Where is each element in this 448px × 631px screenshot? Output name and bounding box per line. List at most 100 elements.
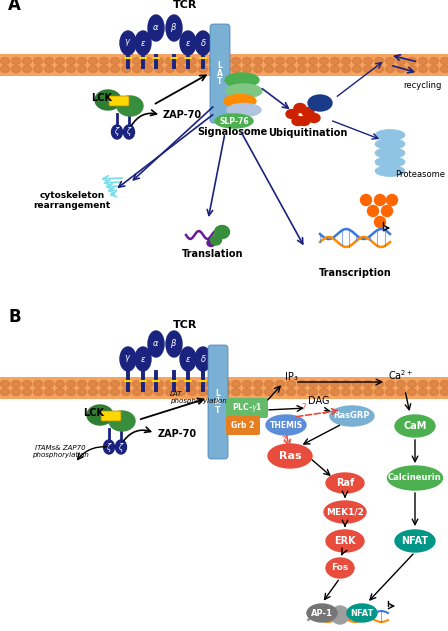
FancyBboxPatch shape [0,377,448,399]
Ellipse shape [0,57,9,64]
Ellipse shape [99,66,108,73]
Ellipse shape [177,389,185,396]
Text: $\beta$: $\beta$ [170,21,177,35]
Ellipse shape [264,66,273,73]
Ellipse shape [165,57,175,64]
Text: NFAT: NFAT [401,536,429,546]
Ellipse shape [224,95,256,107]
Ellipse shape [143,380,152,387]
Ellipse shape [195,31,211,55]
FancyBboxPatch shape [226,398,268,418]
Text: recycling: recycling [403,81,441,90]
Ellipse shape [109,411,135,431]
Ellipse shape [308,114,320,122]
Ellipse shape [215,114,253,128]
Ellipse shape [232,389,241,396]
Ellipse shape [220,66,229,73]
Ellipse shape [22,66,31,73]
Text: cytoskeleton
rearrangement: cytoskeleton rearrangement [33,191,111,210]
FancyBboxPatch shape [109,96,129,106]
Text: NFAT: NFAT [350,608,374,618]
Ellipse shape [56,380,65,387]
Ellipse shape [78,389,86,396]
Ellipse shape [165,389,175,396]
Text: Ubiquitination: Ubiquitination [268,128,348,138]
Ellipse shape [22,380,31,387]
Ellipse shape [385,66,395,73]
Text: $\delta$: $\delta$ [200,37,207,49]
Text: $\zeta$: $\zeta$ [114,126,120,138]
Ellipse shape [375,156,405,167]
Ellipse shape [388,466,443,490]
Text: PLC-$\gamma$1: PLC-$\gamma$1 [232,401,262,415]
Ellipse shape [112,125,122,139]
Ellipse shape [287,389,296,396]
Ellipse shape [133,57,142,64]
Ellipse shape [44,66,53,73]
Text: Translation: Translation [182,249,244,259]
Ellipse shape [220,380,229,387]
Text: $\beta$: $\beta$ [170,338,177,350]
Ellipse shape [34,380,43,387]
Ellipse shape [396,66,405,73]
Ellipse shape [330,406,374,426]
Ellipse shape [177,380,185,387]
Ellipse shape [220,389,229,396]
Text: B: B [8,308,21,326]
Ellipse shape [396,380,405,387]
FancyBboxPatch shape [0,54,448,76]
Ellipse shape [440,57,448,64]
Ellipse shape [264,389,273,396]
Ellipse shape [121,380,130,387]
Ellipse shape [111,389,120,396]
Ellipse shape [56,66,65,73]
Ellipse shape [177,57,185,64]
Text: MEK1/2: MEK1/2 [326,507,364,517]
Ellipse shape [353,389,362,396]
Ellipse shape [135,347,151,371]
Ellipse shape [242,389,251,396]
Ellipse shape [440,66,448,73]
Text: $\alpha$: $\alpha$ [152,23,159,33]
Ellipse shape [89,57,98,64]
Ellipse shape [198,66,207,73]
Ellipse shape [385,389,395,396]
Text: $\alpha$: $\alpha$ [152,339,159,348]
Ellipse shape [276,389,284,396]
Text: AP-1: AP-1 [311,608,333,618]
Ellipse shape [363,57,372,64]
Ellipse shape [341,66,350,73]
Ellipse shape [319,66,328,73]
Ellipse shape [375,194,385,206]
Ellipse shape [430,389,439,396]
Ellipse shape [195,347,211,371]
Ellipse shape [120,347,136,371]
Text: $\varepsilon$: $\varepsilon$ [140,38,146,47]
Ellipse shape [66,57,76,64]
Ellipse shape [188,389,197,396]
Ellipse shape [292,117,304,126]
Ellipse shape [266,415,306,435]
Ellipse shape [56,389,65,396]
Ellipse shape [227,103,261,117]
Ellipse shape [225,73,259,87]
Ellipse shape [215,225,229,239]
Ellipse shape [78,380,86,387]
Ellipse shape [99,57,108,64]
Ellipse shape [395,415,435,437]
Ellipse shape [430,57,439,64]
Ellipse shape [309,57,318,64]
Ellipse shape [188,57,197,64]
Ellipse shape [44,380,53,387]
Text: $\zeta$: $\zeta$ [118,440,124,454]
Ellipse shape [375,129,405,141]
Text: Calcineurin: Calcineurin [388,473,442,483]
Ellipse shape [220,57,229,64]
Text: $\varepsilon$: $\varepsilon$ [185,355,191,363]
Text: $\varepsilon$: $\varepsilon$ [185,38,191,47]
Ellipse shape [111,66,120,73]
Ellipse shape [66,389,76,396]
Text: LAT
phosphorylation: LAT phosphorylation [170,391,227,404]
Ellipse shape [297,380,306,387]
Ellipse shape [361,194,371,206]
